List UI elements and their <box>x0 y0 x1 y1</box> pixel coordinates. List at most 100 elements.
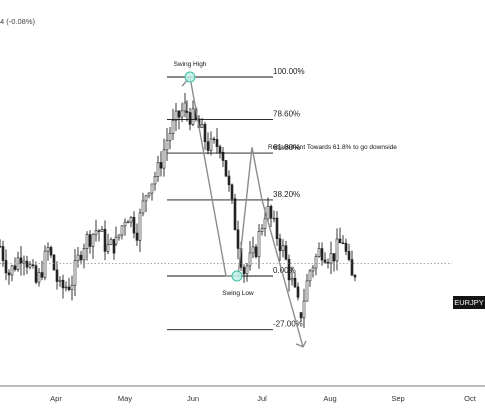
candle-body <box>88 234 92 247</box>
candle-body <box>218 146 222 153</box>
candle-body <box>97 230 101 232</box>
candle-body <box>82 248 86 261</box>
candle-body <box>191 108 195 125</box>
swing-high-label: Swing High <box>174 61 207 68</box>
candle-body <box>224 160 228 177</box>
candle-body <box>326 262 330 264</box>
candle-body <box>177 110 181 118</box>
x-tick-label: Aug <box>323 394 336 403</box>
candle-body <box>212 138 216 141</box>
x-tick-label: May <box>118 394 132 403</box>
candle-body <box>320 248 324 261</box>
candle-body <box>284 245 288 260</box>
candle-body <box>31 264 35 267</box>
candle-body <box>257 231 261 258</box>
candle-body <box>329 253 333 264</box>
candle-body <box>109 239 113 245</box>
candle-body <box>305 280 309 302</box>
candle-body <box>221 151 225 161</box>
candle-body <box>67 286 71 290</box>
candle-body <box>248 252 252 267</box>
candle-body <box>117 234 121 238</box>
swing-high-marker[interactable] <box>184 71 196 83</box>
candle-body <box>19 257 23 264</box>
candle-body <box>43 250 47 278</box>
candle-body <box>55 269 59 282</box>
candle-body <box>46 247 50 252</box>
candle-body <box>159 162 163 169</box>
candle-body <box>263 218 267 229</box>
candle-body <box>141 200 145 214</box>
candle-body <box>272 217 276 220</box>
candle-body <box>76 254 80 262</box>
candle-body <box>314 256 318 269</box>
candle-body <box>269 205 273 219</box>
candle-body <box>129 216 133 223</box>
candle-body <box>162 149 166 169</box>
x-tick-label: Jul <box>257 394 267 403</box>
candle-body <box>34 265 38 283</box>
candle-body <box>37 272 41 283</box>
candle-body <box>135 232 139 241</box>
candle-body <box>344 243 348 252</box>
fib-level-label: -27.00% <box>273 320 303 329</box>
candle-body <box>332 253 336 262</box>
candle-body <box>203 124 207 142</box>
candle-body <box>94 230 98 235</box>
candle-body <box>227 175 231 186</box>
swing-low-marker[interactable] <box>231 270 243 282</box>
candle-body <box>103 229 107 252</box>
candle-body <box>215 139 219 147</box>
candle-body <box>126 221 130 224</box>
candle-body <box>100 229 104 232</box>
candle-body <box>0 245 2 248</box>
candle-body <box>165 139 169 151</box>
x-tick-label: Sep <box>391 394 404 403</box>
candle-body <box>13 265 17 270</box>
candle-body <box>200 124 204 128</box>
candle-body <box>91 233 95 247</box>
candle-body <box>251 246 255 254</box>
candle-body <box>323 259 327 263</box>
candle-body <box>49 247 53 256</box>
candle-body <box>156 162 160 177</box>
candle-body <box>58 279 62 282</box>
candle-body <box>275 217 279 240</box>
candle-body <box>302 300 306 319</box>
candle-body <box>311 267 315 272</box>
candle-body <box>335 238 339 262</box>
candle-body <box>185 111 189 113</box>
retracement-annotation: Retracement Towards 61.8% to go downside <box>268 144 397 151</box>
candle-body <box>209 138 213 151</box>
candle-body <box>114 236 118 245</box>
candle-body <box>132 216 136 234</box>
candle-body <box>236 229 240 249</box>
candle-body <box>206 141 210 151</box>
candle-body <box>245 265 249 275</box>
fib-level-label: 61.80% <box>273 143 300 152</box>
candle-body <box>22 260 26 264</box>
fib-level-label: 100.00% <box>273 67 305 76</box>
x-tick-label: Oct <box>464 394 477 403</box>
symbol-price-badge: EURJPY <box>453 296 485 309</box>
candle-body <box>308 270 312 282</box>
candle-body <box>254 246 258 258</box>
candle-body <box>230 184 234 200</box>
candle-body <box>168 133 172 141</box>
candle-body <box>183 102 187 112</box>
candle-body <box>1 246 5 261</box>
candle-body <box>266 205 270 220</box>
candle-body <box>4 260 8 274</box>
candle-body <box>40 272 44 278</box>
candle-body <box>138 212 142 241</box>
swing-low-label: Swing Low <box>222 290 254 297</box>
candle-body <box>7 272 11 276</box>
candle-body <box>338 238 342 244</box>
candle-body <box>150 183 154 194</box>
candle-body <box>278 238 282 252</box>
candle-body <box>347 251 351 260</box>
fib-level-label: 78.60% <box>273 110 300 119</box>
candle-body <box>281 245 285 252</box>
